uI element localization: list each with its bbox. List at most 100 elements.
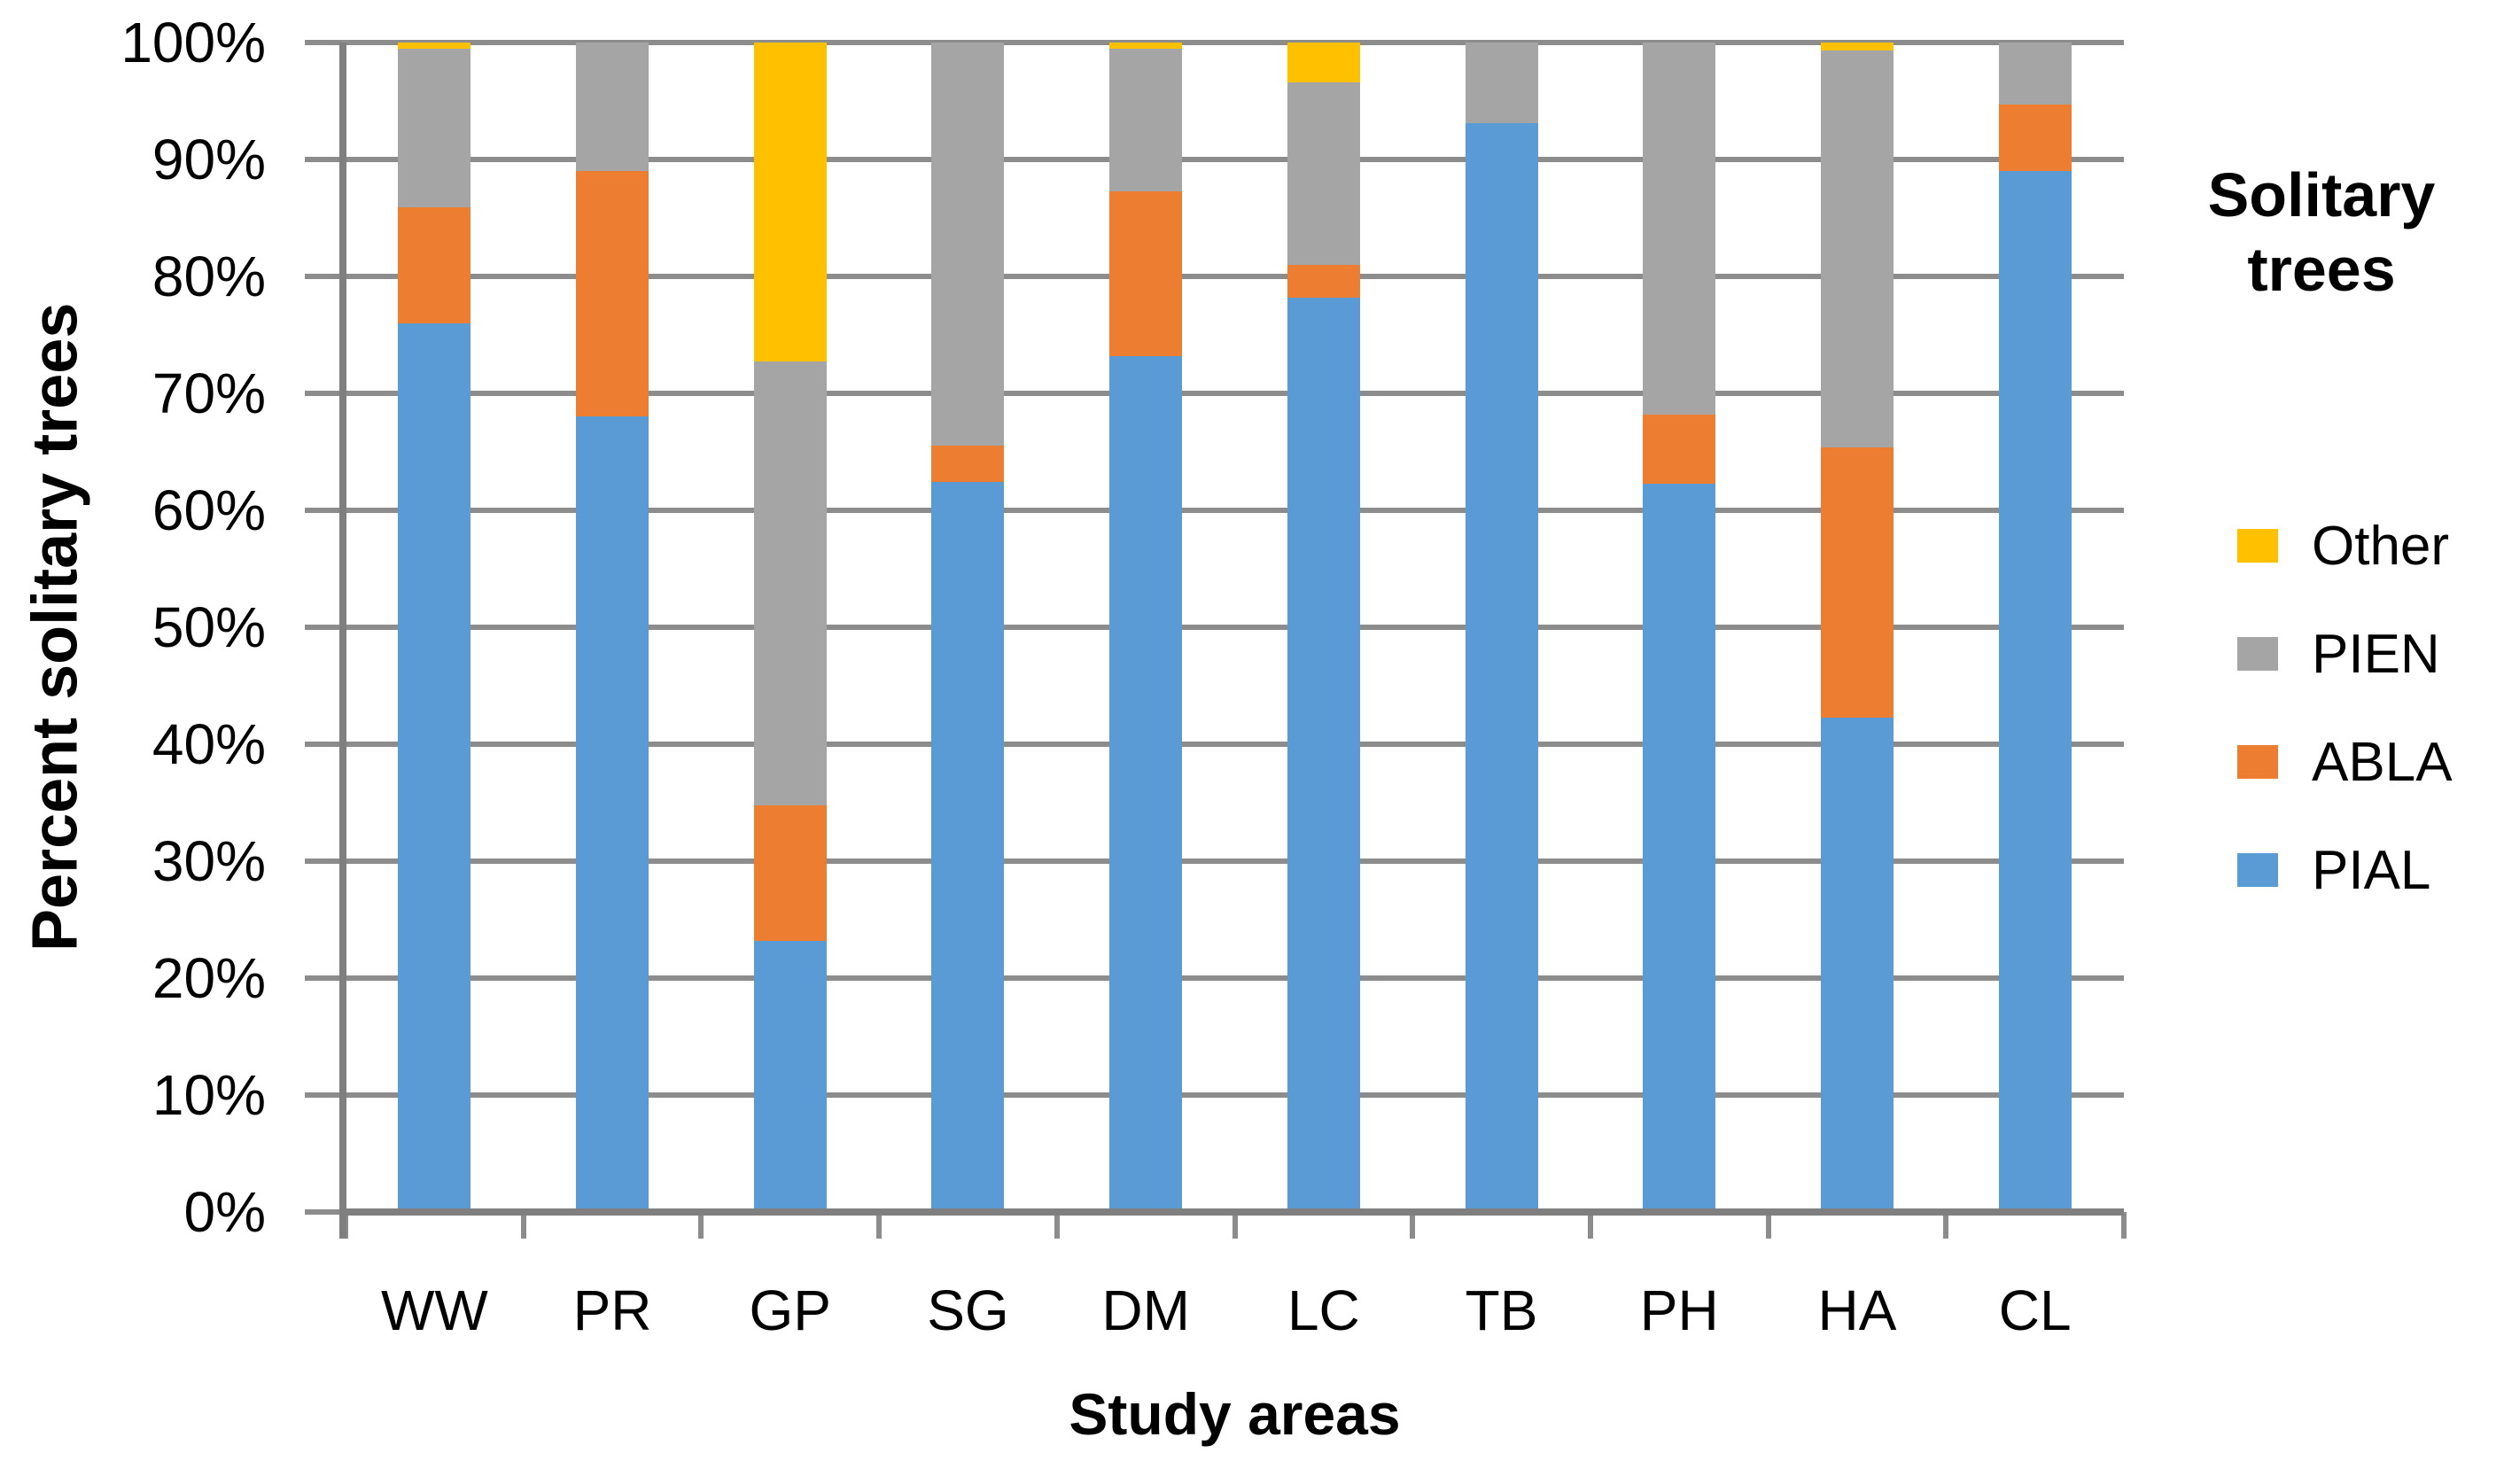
bar-segment-pien bbox=[753, 361, 827, 805]
x-axis-tick bbox=[1232, 1212, 1238, 1239]
bar-segment-pien bbox=[1998, 43, 2072, 105]
gridline bbox=[346, 742, 2124, 747]
bar-segment-pien bbox=[1643, 43, 1716, 415]
bar-segment-other bbox=[1109, 43, 1183, 49]
bar-segment-pial bbox=[1998, 171, 2072, 1212]
legend-swatch-other bbox=[2237, 529, 2278, 563]
legend-item-label: Other bbox=[2312, 515, 2450, 577]
x-tick-label: CL bbox=[1998, 1278, 2072, 1342]
bar-segment-pial bbox=[931, 482, 1005, 1212]
x-axis-tick bbox=[1410, 1212, 1416, 1239]
x-tick-label: GP bbox=[749, 1278, 831, 1342]
legend-item: PIEN bbox=[2237, 623, 2499, 685]
plot-area: 0% 10% 20% 30% 40% 50% 60% 70% 80% 90% 100% WW PR GP S… bbox=[121, 11, 2127, 1342]
x-axis-line bbox=[339, 1208, 2124, 1216]
gridline bbox=[346, 625, 2124, 630]
bar-segment-pien bbox=[1820, 51, 1894, 447]
x-axis-tick bbox=[876, 1212, 883, 1239]
bar-segment-abla bbox=[1643, 414, 1716, 484]
x-tick-label: PR bbox=[572, 1278, 652, 1342]
y-tick-label: 60% bbox=[152, 478, 266, 542]
legend-item: ABLA bbox=[2237, 731, 2499, 793]
legend: Solitary trees Other PIEN ABLA PIAL bbox=[2144, 158, 2499, 901]
bar-segment-other bbox=[398, 43, 471, 49]
bar-segment-pien bbox=[398, 48, 471, 208]
y-tick-label: 40% bbox=[152, 712, 266, 776]
y-tick-label: 0% bbox=[183, 1180, 267, 1244]
legend-swatch-pial bbox=[2237, 853, 2278, 887]
x-tick-label: WW bbox=[380, 1278, 488, 1342]
y-tick-label: 100% bbox=[121, 11, 266, 74]
y-axis-tick bbox=[305, 742, 346, 747]
gridline bbox=[346, 274, 2124, 279]
legend-swatch-abla bbox=[2237, 745, 2278, 779]
legend-item-label: PIEN bbox=[2312, 623, 2440, 685]
bar-segment-abla bbox=[1998, 104, 2072, 172]
bar-segment-pien bbox=[1287, 82, 1360, 265]
bar-segment-pien bbox=[931, 43, 1005, 447]
x-tick-label: TB bbox=[1465, 1278, 1538, 1342]
y-tick-label: 70% bbox=[152, 361, 266, 425]
x-tick-label: PH bbox=[1639, 1278, 1719, 1342]
y-axis-tick bbox=[305, 508, 346, 513]
x-axis-title: Study areas bbox=[1069, 1381, 1401, 1447]
x-axis-tick bbox=[520, 1212, 526, 1239]
bar-segment-pial bbox=[398, 322, 471, 1212]
gridline bbox=[346, 157, 2124, 162]
bar-segment-pien bbox=[1465, 43, 1538, 124]
bar-segment-pial bbox=[1820, 717, 1894, 1212]
bar-segment-abla bbox=[753, 804, 827, 941]
bar-segment-abla bbox=[398, 207, 471, 323]
y-tick-label: 90% bbox=[152, 128, 266, 191]
bar-segment-pial bbox=[1643, 483, 1716, 1212]
x-tick-label: SG bbox=[927, 1278, 1009, 1342]
legend-item-label: ABLA bbox=[2312, 731, 2453, 793]
bar-segment-abla bbox=[1820, 447, 1894, 718]
legend-swatch-pien bbox=[2237, 637, 2278, 671]
y-axis-tick bbox=[305, 157, 346, 162]
bar-segment-pial bbox=[1109, 355, 1183, 1212]
bar-segment-abla bbox=[1109, 190, 1183, 356]
y-tick-label: 20% bbox=[152, 946, 266, 1010]
y-tick-label: 80% bbox=[152, 245, 266, 308]
x-axis-tick bbox=[1943, 1212, 1949, 1239]
bar-segment-other bbox=[1820, 43, 1894, 51]
y-tick-label: 10% bbox=[152, 1063, 266, 1127]
y-axis-tick bbox=[305, 1092, 346, 1098]
bar-segment-abla bbox=[1287, 264, 1360, 298]
x-tick-label: DM bbox=[1101, 1278, 1190, 1342]
gridline bbox=[346, 1092, 2124, 1098]
bar-segment-pial bbox=[753, 940, 827, 1212]
gridline bbox=[346, 391, 2124, 396]
bar-segment-pial bbox=[1465, 123, 1538, 1212]
y-axis-tick bbox=[305, 625, 346, 630]
bar-segment-other bbox=[1287, 43, 1360, 82]
x-tick-label: HA bbox=[1817, 1278, 1897, 1342]
legend-item: PIAL bbox=[2237, 839, 2499, 901]
y-axis-tick bbox=[305, 274, 346, 279]
gridline bbox=[346, 975, 2124, 981]
gridline bbox=[346, 859, 2124, 864]
bar-segment-other bbox=[753, 43, 827, 362]
x-axis-tick bbox=[1587, 1212, 1593, 1239]
y-tick-label: 30% bbox=[152, 829, 266, 893]
legend-title: Solitary trees bbox=[2207, 160, 2436, 304]
bar-segment-pial bbox=[1287, 297, 1360, 1212]
bar-segment-pial bbox=[576, 416, 649, 1212]
gridline bbox=[346, 40, 2124, 45]
x-axis-tick bbox=[698, 1212, 704, 1239]
y-tick-label: 50% bbox=[152, 595, 266, 659]
gridline bbox=[346, 508, 2124, 513]
legend-item: Other bbox=[2237, 515, 2499, 577]
bar-segment-pien bbox=[1109, 48, 1183, 191]
y-axis-tick bbox=[305, 859, 346, 864]
bar-segment-abla bbox=[931, 446, 1005, 483]
y-axis-tick bbox=[305, 40, 346, 45]
bar-segment-abla bbox=[576, 171, 649, 417]
legend-items: Other PIEN ABLA PIAL bbox=[2144, 515, 2499, 901]
y-axis-tick bbox=[305, 975, 346, 981]
y-axis-tick bbox=[305, 1209, 346, 1215]
x-axis-tick bbox=[1054, 1212, 1060, 1239]
legend-item-label: PIAL bbox=[2312, 839, 2431, 901]
